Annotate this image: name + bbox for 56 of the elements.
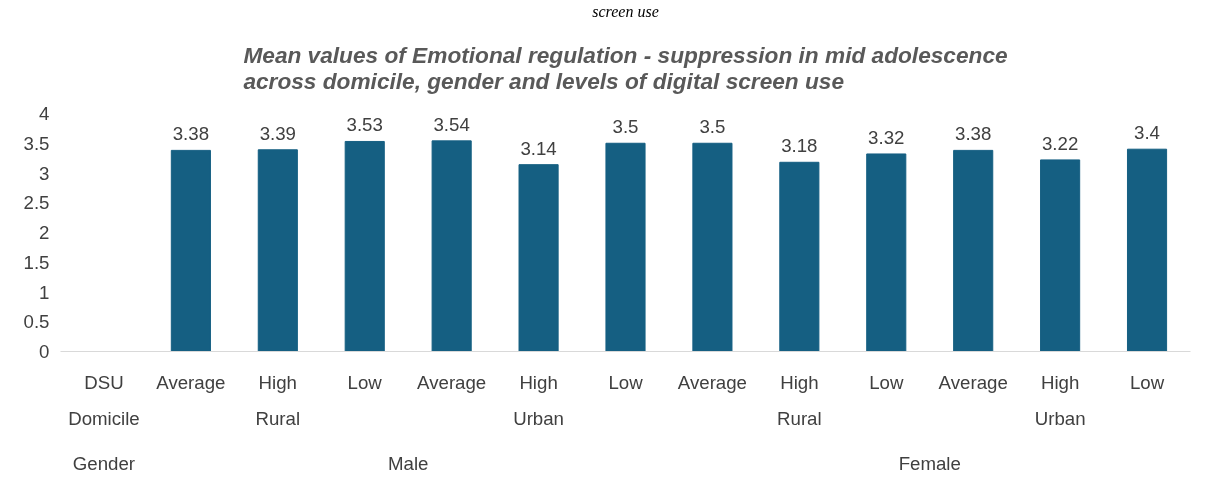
bar bbox=[692, 142, 733, 352]
x-tick-label: Low bbox=[608, 371, 644, 393]
bar bbox=[518, 164, 559, 352]
x-tick-label: Average bbox=[156, 371, 226, 393]
bar bbox=[779, 161, 820, 352]
bar bbox=[605, 142, 646, 352]
x-tick-label: DSU bbox=[84, 371, 124, 393]
data-label: 3.18 bbox=[781, 135, 818, 157]
text: Male bbox=[387, 452, 429, 474]
bar bbox=[257, 149, 298, 352]
y-tick-label: 3 bbox=[39, 162, 50, 184]
x-tick-label: Low bbox=[1129, 371, 1165, 393]
x-tick-label: High bbox=[780, 371, 819, 393]
y-tick-label: 0 bbox=[39, 341, 50, 362]
x-tick-label: Low bbox=[869, 371, 904, 393]
x-tick-label: Average bbox=[417, 371, 487, 393]
bar bbox=[344, 140, 385, 352]
x-tick-label: High bbox=[519, 371, 558, 393]
x-tick-label: High bbox=[1040, 371, 1080, 393]
x-tick-label: High bbox=[258, 371, 297, 393]
bar bbox=[1040, 159, 1081, 352]
x-tick-label: Low bbox=[347, 371, 383, 393]
data-label: 3.53 bbox=[346, 114, 383, 136]
text: Urban bbox=[1034, 407, 1086, 429]
data-label: 3.5 bbox=[612, 116, 639, 138]
text: Domicile bbox=[68, 407, 140, 429]
text: Urban bbox=[513, 407, 564, 429]
data-label: 3.39 bbox=[259, 122, 296, 144]
data-label: 3.38 bbox=[955, 123, 992, 145]
text: Female bbox=[898, 452, 961, 474]
y-tick-label: 4 bbox=[39, 103, 50, 124]
text: Gender bbox=[72, 452, 136, 474]
data-label: 3.32 bbox=[868, 126, 905, 148]
text: Rural bbox=[255, 407, 301, 429]
data-label: 3.4 bbox=[1134, 122, 1161, 144]
chart-title: Mean values of Emotional regulation - suppression in mid adolescence across domicile, gender and levels of digital screen use bbox=[243, 41, 1008, 94]
bar bbox=[866, 153, 907, 352]
bar bbox=[1126, 148, 1168, 352]
y-tick-label: 2 bbox=[39, 222, 50, 243]
data-label: 3.54 bbox=[433, 113, 470, 135]
y-tick-label: 0.5 bbox=[23, 311, 50, 333]
y-tick-label: 1.5 bbox=[23, 251, 50, 273]
bar bbox=[953, 149, 994, 352]
y-tick-label: 2.5 bbox=[23, 192, 50, 214]
data-label: 3.14 bbox=[520, 137, 557, 159]
text: screen use bbox=[592, 2, 659, 20]
data-label: 3.38 bbox=[172, 123, 210, 145]
data-label: 3.5 bbox=[699, 116, 726, 138]
x-tick-label: Average bbox=[677, 371, 747, 393]
bar bbox=[170, 149, 211, 352]
text: Rural bbox=[777, 407, 822, 429]
data-label: 3.22 bbox=[1041, 132, 1079, 154]
y-tick-label: 3.5 bbox=[23, 132, 50, 154]
y-tick-label: 1 bbox=[39, 281, 50, 303]
bar bbox=[431, 140, 472, 352]
x-tick-label: Average bbox=[938, 371, 1008, 393]
